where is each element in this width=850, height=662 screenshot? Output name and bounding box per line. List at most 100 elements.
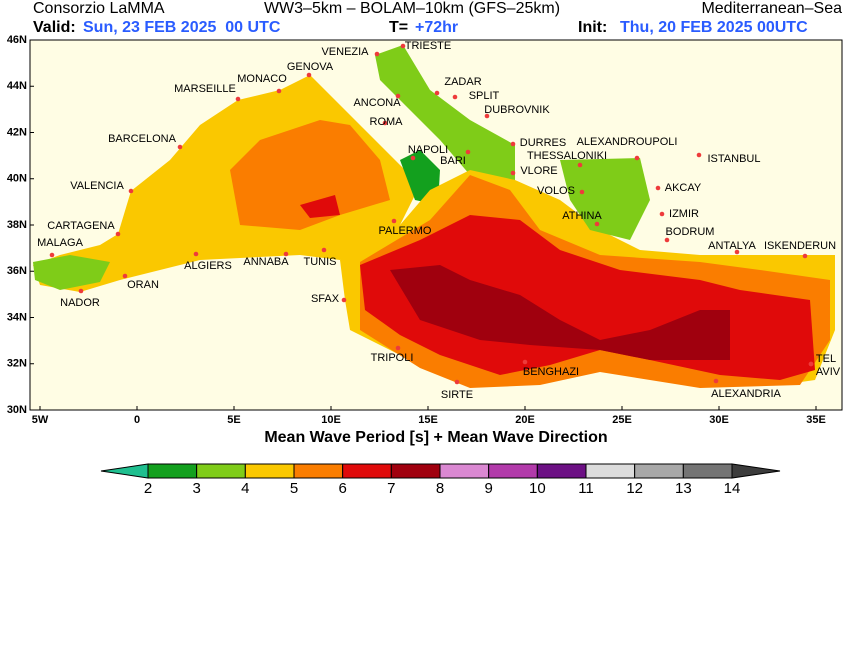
lon-tick-label: 0: [134, 414, 140, 426]
colorbar-label: 12: [626, 480, 643, 497]
lat-tick-label: 40N: [7, 173, 27, 185]
lat-tick-label: 30N: [7, 404, 27, 416]
city-dot: [400, 43, 406, 49]
city-dot: [341, 297, 347, 303]
city-label: TEL: [816, 353, 836, 365]
city-dot: [579, 189, 585, 195]
lat-tick-label: 34N: [7, 311, 27, 323]
city-dot: [115, 231, 121, 237]
colorbar-label: 14: [724, 480, 741, 497]
colorbar-label: 6: [338, 480, 346, 497]
valid-label: Valid:: [33, 19, 76, 36]
city-dot: [465, 149, 471, 155]
city-dot: [78, 288, 84, 294]
city-label: ATHINA: [562, 210, 602, 222]
city-dot: [434, 90, 440, 96]
lat-tick-label: 46N: [7, 34, 27, 46]
lead-label: T=: [389, 19, 408, 36]
colorbar-label: 9: [484, 480, 492, 497]
colorbar-label: 3: [192, 480, 200, 497]
header-right: Mediterranean–Sea: [701, 0, 842, 17]
city-dot: [808, 361, 814, 367]
city-dot: [484, 113, 490, 119]
lat-tick-label: 36N: [7, 265, 27, 277]
map-title: Mean Wave Period [s] + Mean Wave Directi…: [264, 429, 607, 446]
colorbar-segment: [439, 463, 490, 479]
colorbar-segment: [634, 463, 684, 479]
city-label: ALGIERS: [184, 260, 232, 272]
city-dot: [276, 88, 282, 94]
colorbar-segment: [244, 463, 295, 479]
lon-tick-label: 10E: [321, 414, 341, 426]
sea-adriatic: [375, 45, 515, 180]
city-label: BENGHAZI: [523, 366, 579, 378]
sea-aegean: [560, 158, 650, 240]
city-label: AVIV: [816, 366, 841, 378]
city-label: BARI: [440, 155, 466, 167]
city-dot: [594, 221, 600, 227]
city-label: ISKENDERUN: [764, 240, 836, 252]
city-label: BODRUM: [666, 226, 715, 238]
lat-tick-label: 32N: [7, 358, 27, 370]
city-label: VALENCIA: [70, 180, 124, 192]
sea-core: [300, 195, 340, 218]
city-dot: [374, 51, 380, 57]
lat-tick-label: 38N: [7, 219, 27, 231]
city-dot: [128, 188, 134, 194]
colorbar-segment: [147, 463, 198, 479]
city-dot: [452, 94, 458, 100]
city-label: PALERMO: [379, 225, 432, 237]
city-dot: [655, 185, 661, 191]
city-dot: [391, 218, 397, 224]
city-label: CARTAGENA: [47, 220, 115, 232]
city-label: VENEZIA: [321, 46, 369, 58]
colorbar-segment: [390, 463, 441, 479]
city-label: VLORE: [520, 165, 557, 177]
city-dot: [734, 249, 740, 255]
city-label: ANCONA: [353, 97, 401, 109]
colorbar-label: 5: [290, 480, 298, 497]
colorbar-segment: [342, 463, 392, 479]
init-label: Init:: [578, 19, 607, 36]
city-label: ALEXANDRIA: [711, 388, 781, 400]
city-dot: [634, 155, 640, 161]
init-time: Thu, 20 FEB 2025 00UTC: [620, 19, 808, 36]
lon-tick-label: 30E: [709, 414, 729, 426]
header-center: WW3–5km – BOLAM–10km (GFS–25km): [264, 0, 560, 17]
city-label: MONACO: [237, 73, 287, 85]
city-label: SPLIT: [469, 90, 500, 102]
lon-tick-label: 5W: [32, 414, 49, 426]
header-left: Consorzio LaMMA: [33, 0, 165, 17]
city-dot: [235, 96, 241, 102]
city-dot: [696, 152, 702, 158]
city-dot: [382, 120, 388, 126]
colorbar-over: [731, 463, 781, 479]
sea-tyrrhenian: [230, 120, 390, 230]
city-dot: [577, 162, 583, 168]
city-dot: [122, 273, 128, 279]
city-dot: [193, 251, 199, 257]
city-dot: [306, 72, 312, 78]
lead-time: +72hr: [415, 19, 458, 36]
colorbar-label: 13: [675, 480, 692, 497]
city-label: DUBROVNIK: [484, 104, 550, 116]
colorbar-label: 10: [529, 480, 546, 497]
lon-tick-label: 5E: [227, 414, 240, 426]
city-dot: [664, 237, 670, 243]
city-dot: [802, 253, 808, 259]
city-dot: [522, 359, 528, 365]
city-dot: [395, 345, 401, 351]
city-label: BARCELONA: [108, 133, 177, 145]
city-label: SFAX: [311, 293, 340, 305]
city-dot: [49, 252, 55, 258]
city-dot: [510, 141, 516, 147]
city-dot: [321, 247, 327, 253]
city-label: ANTALYA: [708, 240, 756, 252]
city-label: AKCAY: [665, 182, 702, 194]
city-dot: [454, 379, 460, 385]
city-label: VOLOS: [537, 185, 575, 197]
city-label: IZMIR: [669, 208, 699, 220]
city-dot: [395, 93, 401, 99]
city-label: ALEXANDROUPOLI: [577, 136, 678, 148]
